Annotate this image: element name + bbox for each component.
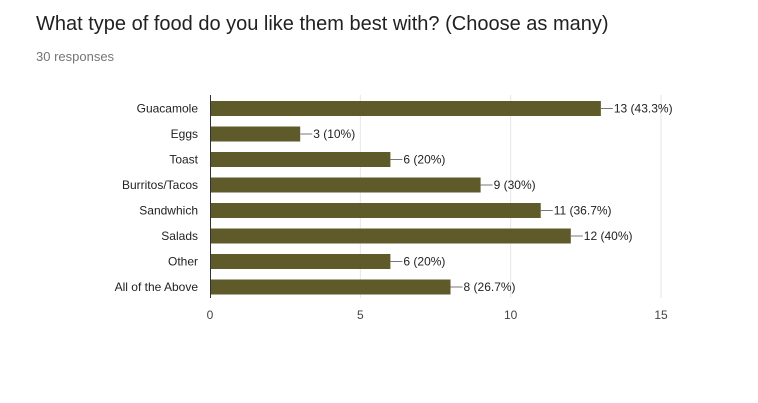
bar (210, 279, 451, 295)
category-label: Salads (161, 229, 198, 243)
x-tick-label: 0 (207, 308, 214, 322)
bar (210, 228, 571, 244)
x-tick-label: 10 (504, 308, 518, 322)
bar (210, 152, 391, 167)
bar (210, 203, 541, 218)
bar (210, 101, 601, 116)
bar (210, 126, 301, 142)
category-label: All of the Above (115, 280, 199, 294)
bar (210, 177, 481, 193)
data-label: 6 (20%) (403, 153, 445, 167)
label-layer: 0 5 10 15 Guacamole 13 (43.3%) Eggs 3 (10%) Toas… (115, 102, 673, 323)
category-label: Toast (169, 153, 198, 167)
data-label: 9 (30%) (494, 178, 536, 192)
x-tick-label: 15 (654, 308, 668, 322)
data-label: 11 (36.7%) (554, 204, 612, 218)
data-label: 13 (43.3%) (614, 102, 673, 116)
category-label: Sandwhich (139, 204, 198, 218)
bar-layer (210, 101, 601, 295)
data-label: 8 (26.7%) (464, 280, 516, 294)
question-title: What type of food do you like them best … (36, 13, 609, 35)
category-label: Burritos/Tacos (122, 178, 198, 192)
data-label: 3 (10%) (313, 127, 355, 141)
bar (210, 254, 391, 269)
response-count: 30 responses (36, 49, 115, 64)
category-label: Guacamole (137, 102, 199, 116)
category-label: Other (168, 255, 198, 269)
x-tick-label: 5 (357, 308, 364, 322)
category-label: Eggs (171, 127, 198, 141)
data-label: 12 (40%) (584, 229, 633, 243)
data-label: 6 (20%) (403, 255, 445, 269)
